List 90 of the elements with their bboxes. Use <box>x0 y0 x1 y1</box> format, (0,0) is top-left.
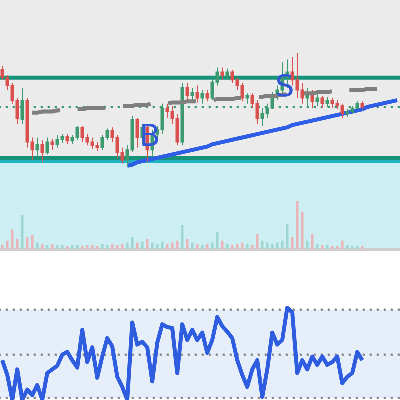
bar <box>291 237 294 249</box>
candlestick <box>196 85 200 104</box>
bar <box>246 244 249 249</box>
candlestick <box>320 95 324 109</box>
bar <box>181 225 184 249</box>
candlestick <box>220 67 224 81</box>
candlestick <box>360 101 364 110</box>
bar <box>206 244 209 249</box>
bar <box>81 246 84 249</box>
candlestick <box>136 118 140 148</box>
bar <box>321 245 324 249</box>
bar <box>351 246 354 249</box>
bar <box>11 230 14 249</box>
bar <box>226 244 229 249</box>
bar <box>91 245 94 249</box>
bar <box>21 214 24 249</box>
bar <box>141 242 144 249</box>
bar <box>196 244 199 249</box>
bar <box>191 242 194 249</box>
bar <box>201 245 204 249</box>
bar <box>51 244 54 249</box>
candlestick <box>50 138 54 151</box>
candlestick <box>66 134 70 146</box>
bar <box>231 245 234 249</box>
bar <box>326 245 329 249</box>
bar <box>31 235 34 249</box>
candlestick <box>226 68 230 81</box>
bar <box>281 240 284 249</box>
bar <box>71 245 74 249</box>
bar <box>61 245 64 249</box>
bar <box>341 240 344 249</box>
bar <box>331 246 334 249</box>
bar <box>221 240 224 249</box>
bar <box>146 238 149 249</box>
bar <box>56 245 59 249</box>
candlestick <box>190 88 194 101</box>
bar <box>346 245 349 249</box>
bar <box>76 245 79 249</box>
bar <box>176 240 179 249</box>
bar <box>266 242 269 249</box>
bar <box>131 237 134 249</box>
bar <box>116 245 119 249</box>
bar <box>1 245 4 249</box>
candlestick <box>40 140 44 164</box>
bar <box>106 245 109 249</box>
bar <box>41 244 44 249</box>
candlestick <box>36 137 40 156</box>
bar <box>121 244 124 249</box>
bar <box>241 242 244 249</box>
bar <box>46 245 49 249</box>
bar <box>156 244 159 249</box>
bar <box>286 224 289 249</box>
bar <box>216 232 219 249</box>
candlestick <box>206 90 210 102</box>
candlestick <box>246 93 250 104</box>
bar <box>151 242 154 249</box>
bar <box>96 246 99 249</box>
bar <box>236 244 239 249</box>
bar <box>6 240 9 249</box>
bar <box>211 242 214 249</box>
bar <box>136 242 139 249</box>
bar <box>26 237 29 249</box>
bar <box>126 242 129 249</box>
bar <box>186 238 189 249</box>
bar <box>66 246 69 249</box>
bar <box>171 242 174 249</box>
bar <box>296 201 299 249</box>
bar <box>316 244 319 249</box>
bar <box>16 238 19 249</box>
bar <box>261 240 264 249</box>
bar <box>271 244 274 249</box>
candlestick <box>186 83 190 102</box>
bar <box>311 234 314 249</box>
bar <box>111 244 114 249</box>
candlestick <box>200 90 204 104</box>
bar <box>301 212 304 249</box>
candlestick <box>46 137 50 156</box>
bar <box>36 242 39 249</box>
bar <box>256 234 259 249</box>
bar <box>251 245 254 249</box>
bar <box>101 244 104 249</box>
bar <box>86 245 89 249</box>
bar <box>276 242 279 249</box>
bar <box>356 246 359 249</box>
candlestick <box>316 93 320 107</box>
bar <box>361 246 364 249</box>
bar <box>336 246 339 249</box>
bar <box>161 242 164 249</box>
bar <box>306 240 309 249</box>
bar <box>166 244 169 249</box>
